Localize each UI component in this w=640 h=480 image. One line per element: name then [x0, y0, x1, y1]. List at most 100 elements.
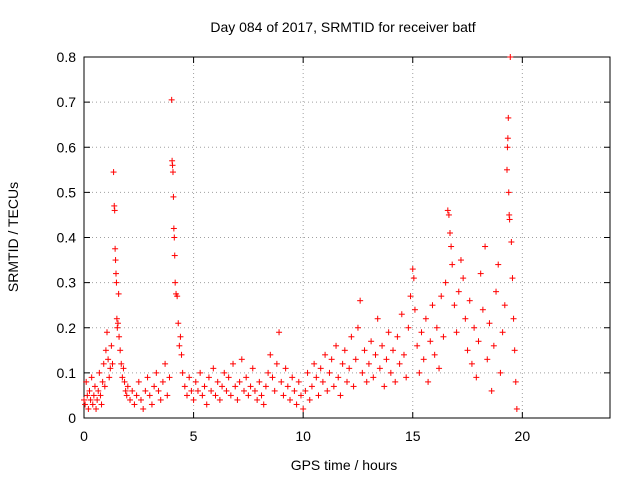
data-point: [269, 374, 276, 381]
data-point: [219, 383, 226, 390]
data-point: [85, 405, 92, 412]
data-point: [214, 378, 221, 385]
data-point: [297, 392, 304, 399]
data-point: [368, 338, 375, 345]
y-tick-label: 0: [68, 410, 76, 426]
data-point: [505, 189, 512, 196]
data-point: [169, 169, 176, 176]
chart-title: Day 084 of 2017, SRMTID for receiver bat…: [210, 19, 475, 35]
data-point: [166, 374, 173, 381]
data-point: [262, 383, 269, 390]
data-point: [157, 396, 164, 403]
data-point: [98, 401, 105, 408]
data-point: [335, 374, 342, 381]
data-point: [82, 401, 89, 408]
data-point: [251, 387, 258, 394]
data-point: [127, 396, 134, 403]
data-point: [119, 374, 126, 381]
data-point: [105, 356, 112, 363]
data-point: [106, 374, 113, 381]
data-point: [447, 229, 454, 236]
data-point: [313, 374, 320, 381]
data-point: [140, 405, 147, 412]
y-tick-label: 0.7: [57, 94, 77, 110]
x-tick-label: 5: [190, 428, 198, 444]
data-point: [308, 383, 315, 390]
data-point: [504, 144, 511, 151]
data-point: [100, 360, 107, 367]
data-point: [276, 329, 283, 336]
data-point: [176, 342, 183, 349]
data-points: [81, 54, 520, 412]
data-point: [433, 324, 440, 331]
data-point: [91, 383, 98, 390]
data-point: [159, 378, 166, 385]
y-tick-label: 0.6: [57, 139, 77, 155]
data-point: [232, 383, 239, 390]
y-axis-label: SRMTID / TECUs: [5, 182, 21, 292]
data-point: [142, 387, 149, 394]
data-point: [451, 302, 458, 309]
data-point: [230, 360, 237, 367]
data-point: [113, 279, 120, 286]
data-point: [216, 396, 223, 403]
data-point: [146, 392, 153, 399]
data-point: [512, 378, 519, 385]
data-point: [361, 347, 368, 354]
data-point: [109, 360, 116, 367]
data-point: [460, 275, 467, 282]
axis-ticks: 0 0.1 0.2 0.3 0.4 0.5 0.6 0.7 0.8 0 5 10 15 20: [57, 49, 610, 444]
data-point: [87, 396, 94, 403]
data-point: [101, 383, 108, 390]
data-point: [488, 387, 495, 394]
data-point: [177, 333, 184, 340]
data-point: [503, 166, 510, 173]
data-point: [120, 365, 127, 372]
data-point: [254, 396, 261, 403]
data-point: [267, 351, 274, 358]
data-point: [90, 392, 97, 399]
data-point: [324, 387, 331, 394]
data-point: [418, 329, 425, 336]
data-point: [333, 342, 340, 349]
data-point: [225, 374, 232, 381]
data-point: [245, 392, 252, 399]
data-point: [448, 243, 455, 250]
data-point: [291, 387, 298, 394]
data-point: [210, 365, 217, 372]
data-point: [197, 369, 204, 376]
data-point: [293, 401, 300, 408]
data-point: [112, 270, 119, 277]
data-point: [341, 347, 348, 354]
data-point: [95, 387, 102, 394]
data-point: [495, 261, 502, 268]
data-point: [203, 401, 210, 408]
data-point: [184, 392, 191, 399]
data-point: [287, 396, 294, 403]
data-point: [192, 378, 199, 385]
data-point: [436, 365, 443, 372]
data-point: [273, 360, 280, 367]
data-point: [315, 392, 322, 399]
data-point: [172, 279, 179, 286]
data-point: [510, 315, 517, 322]
data-point: [468, 360, 475, 367]
data-point: [440, 333, 447, 340]
data-point: [135, 378, 142, 385]
data-point: [304, 369, 311, 376]
data-point: [238, 356, 245, 363]
data-point: [227, 392, 234, 399]
data-point: [164, 392, 171, 399]
data-point: [190, 396, 197, 403]
data-point: [155, 387, 162, 394]
data-point: [112, 257, 119, 264]
data-point: [477, 270, 484, 277]
data-point: [271, 387, 278, 394]
data-point: [344, 378, 350, 385]
data-point: [497, 369, 504, 376]
y-tick-label: 0.1: [57, 365, 77, 381]
data-point: [319, 378, 326, 385]
data-point: [175, 320, 182, 327]
data-point: [133, 392, 140, 399]
